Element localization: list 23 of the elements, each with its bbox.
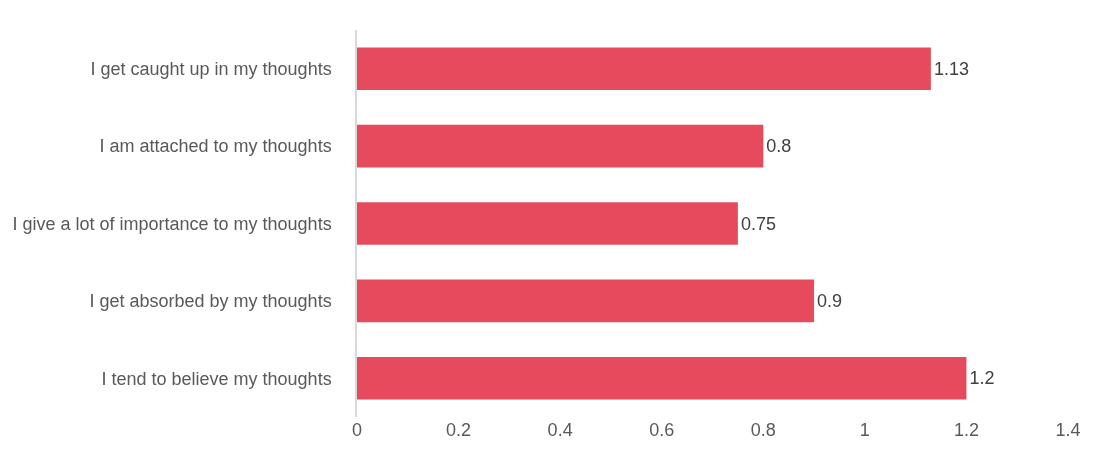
x-tick-label: 0.6: [649, 420, 675, 440]
x-tick-label: 0: [351, 420, 363, 440]
bar: [357, 47, 931, 90]
x-tick-label: 0.4: [547, 420, 573, 440]
data-label: 1.13: [933, 58, 969, 79]
y-tick-label: I get caught up in my thoughts: [90, 59, 332, 79]
y-tick-label: I am attached to my thoughts: [99, 136, 332, 157]
x-tick-label: 1.2: [953, 420, 979, 440]
data-label: 0.9: [817, 290, 843, 311]
data-label: 0.8: [766, 136, 792, 157]
y-tick-label: I give a lot of importance to my thoughts: [12, 213, 332, 234]
y-tick-label: I tend to believe my thoughts: [101, 368, 332, 389]
x-tick-label: 0.2: [446, 420, 472, 440]
x-tick-label: 1.4: [1055, 420, 1081, 440]
data-label: 1.2: [969, 368, 995, 389]
x-tick-label: 0.8: [750, 420, 776, 440]
x-tick-label: 1: [859, 420, 870, 440]
y-tick-label: I get absorbed by my thoughts: [89, 291, 332, 312]
bar: [357, 279, 815, 323]
data-label: 0.75: [740, 213, 776, 234]
bar: [357, 202, 738, 245]
bar: [357, 357, 967, 400]
bar: [357, 124, 764, 168]
